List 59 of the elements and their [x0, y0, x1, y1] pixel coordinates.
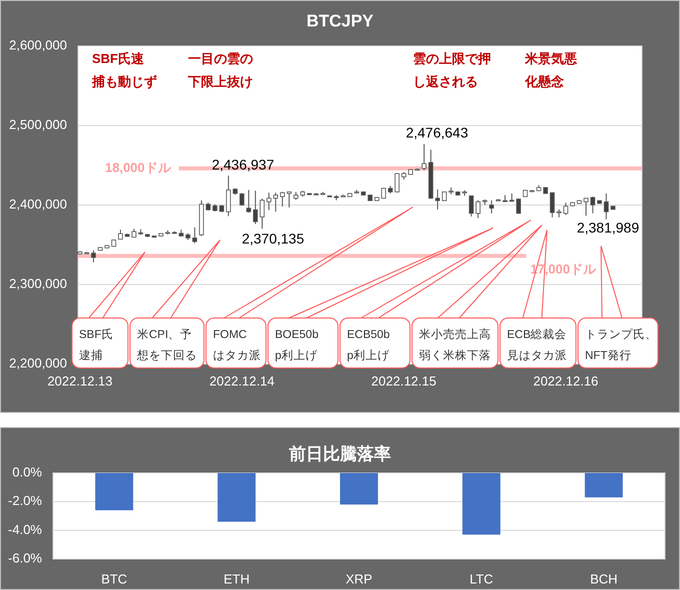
candlestick — [286, 191, 292, 208]
annotation: 一目の雲の下限上抜け — [187, 51, 253, 90]
candlestick — [266, 192, 272, 211]
annotation: トランプ氏、NFT発行 — [585, 327, 657, 362]
candlestick — [260, 198, 265, 230]
annotation: 2,436,937 — [212, 156, 274, 173]
x-tick-label: 2022.12.14 — [209, 373, 274, 388]
annotation: SBF氏速捕も動じず — [91, 51, 157, 90]
ref-line-label: 18,000ドル — [105, 160, 172, 175]
candlestick — [273, 192, 278, 212]
x-tick-label: 2022.12.13 — [47, 373, 113, 388]
candlestick — [489, 200, 494, 214]
x-tick-label: BTC — [101, 571, 128, 586]
x-tick-label: XRP — [346, 571, 372, 586]
y-tick-label: -6.0% — [8, 550, 42, 566]
candlestick — [253, 190, 258, 225]
candlestick — [91, 250, 96, 263]
annotation: ECB総裁会見はタカ派 — [507, 328, 567, 362]
annotation: FOMCはタカ派 — [213, 329, 261, 362]
candlestick — [192, 226, 198, 244]
candlestick — [516, 198, 521, 214]
annotation: 米小売売上高弱く米株下落 — [419, 327, 491, 362]
candlestick — [604, 192, 609, 220]
chart-title: BTCJPY — [306, 11, 374, 30]
annotation: 米景気悪化懸念 — [524, 51, 578, 90]
candlestick — [550, 192, 555, 218]
x-tick-label: 2022.12.15 — [371, 373, 436, 388]
candlestick — [563, 202, 568, 216]
candlestick — [422, 144, 426, 171]
x-tick-label: LTC — [470, 571, 494, 586]
x-tick-label: 2022.12.16 — [533, 373, 598, 388]
candlestick — [476, 200, 480, 219]
annotation: 2,476,643 — [406, 124, 468, 141]
annotation: 米CPI、予想を下回る — [136, 328, 197, 362]
y-tick-label: 2,600,000 — [9, 37, 67, 52]
annotation: 2,381,989 — [576, 220, 640, 236]
y-tick-label: -2.0% — [8, 493, 42, 508]
candlestick — [435, 188, 440, 210]
chart-title: 前日比騰落率 — [288, 444, 391, 464]
candlestick — [590, 196, 596, 214]
y-tick-label: 2,300,000 — [9, 276, 67, 291]
candlestick — [240, 192, 244, 206]
y-tick-label: 2,400,000 — [9, 196, 67, 212]
annotation: 雲の上限で押し返される — [413, 51, 491, 90]
annotation: SBF氏逮捕 — [79, 327, 114, 362]
candlestick — [118, 229, 123, 240]
candlestick — [584, 198, 588, 216]
y-tick-label: 2,500,000 — [9, 116, 67, 132]
candlestick — [468, 195, 474, 218]
y-tick-label: 2,200,000 — [9, 355, 67, 370]
annotation: BOE50bp利上げ — [275, 329, 318, 362]
y-tick-label: 0.0% — [12, 464, 42, 480]
x-tick-label: ETH — [224, 571, 250, 586]
annotation: ECB50bp利上げ — [347, 329, 390, 362]
candlestick — [226, 175, 231, 217]
candlestick — [280, 191, 285, 208]
x-tick-label: BCH — [590, 571, 618, 586]
annotation: 2,370,135 — [242, 230, 304, 247]
y-tick-label: -4.0% — [8, 522, 42, 537]
